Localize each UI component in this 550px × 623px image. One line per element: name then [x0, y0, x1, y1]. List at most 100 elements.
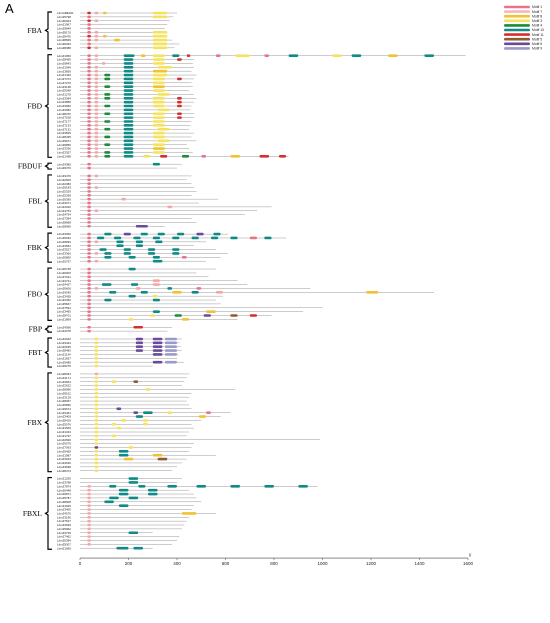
motif-block	[152, 104, 165, 108]
motif-block	[87, 527, 91, 531]
motif-block	[87, 155, 91, 158]
gene-id-label: LdmZ2622	[57, 384, 71, 388]
motif-block	[87, 512, 91, 515]
gene-id-label: LdmZ7591	[57, 306, 71, 310]
motif-block	[138, 485, 146, 488]
group-name: FBA	[27, 26, 42, 35]
gene-id-label: LdmZ1569	[57, 426, 71, 430]
motif-block	[87, 279, 91, 282]
gene-row: LdmZ7527	[57, 519, 187, 523]
gene-id-label: LdmZ3071	[57, 201, 71, 205]
gene-id-label: LdmZ6890	[57, 403, 71, 407]
motif-block	[87, 27, 91, 30]
motif-block	[249, 314, 258, 317]
motif-block	[87, 85, 91, 88]
motif-block	[152, 124, 165, 127]
motif-block	[157, 232, 165, 236]
gene-id-label: LdmZ1945	[57, 504, 71, 508]
gene-id-label: LdmZ7133	[57, 123, 71, 127]
motif-block	[113, 38, 121, 42]
motif-block	[177, 96, 182, 100]
motif-block	[87, 162, 91, 166]
motif-block	[288, 54, 299, 57]
gene-id-label: LdmZ1797	[57, 434, 71, 438]
gene-id-label: LdmZ4042	[57, 337, 71, 341]
motif-block	[87, 100, 91, 104]
gene-id-label: LdmZ7374	[57, 77, 71, 81]
motif-block	[140, 290, 148, 294]
motif-block	[94, 139, 99, 143]
motif-block	[152, 279, 161, 282]
gene-row: LdmZ7177	[57, 120, 192, 124]
gene-row: LdmZ4626	[57, 461, 182, 465]
panel-label: A	[5, 1, 14, 16]
motif-block	[123, 66, 134, 69]
motif-block	[164, 360, 177, 364]
motif-block	[123, 81, 134, 85]
gene-row: LdmZ4171	[57, 376, 187, 380]
gene-id-label: LdmZ3409	[57, 415, 71, 419]
motif-block	[87, 515, 91, 519]
motif-block	[87, 329, 91, 333]
gene-row: LdmZ5076	[57, 422, 192, 426]
motif-block	[203, 314, 211, 317]
motif-block	[94, 364, 99, 368]
motif-block	[157, 139, 170, 143]
motif-block	[87, 54, 91, 57]
motif-block	[87, 287, 91, 290]
gene-row: LdmZ3323	[57, 457, 187, 461]
motif-block	[94, 77, 99, 81]
motif-block	[87, 535, 91, 538]
motif-block	[94, 384, 99, 387]
group-name: FBXL	[23, 509, 43, 518]
gene-id-label: LdmZ3527	[57, 248, 71, 252]
gene-id-label: LdmZ6850	[57, 255, 71, 259]
gene-row: LdmZ6183	[57, 186, 194, 190]
legend-item: Motif 11	[504, 33, 544, 37]
motif-block	[264, 54, 270, 57]
x-tick-label: 200	[125, 561, 133, 566]
gene-id-label: LdmZ9674	[57, 407, 71, 411]
gene-id-label: LdmZ4096	[57, 325, 71, 329]
motif-block	[152, 77, 165, 81]
gene-row: LdmZ4385	[57, 162, 182, 166]
gene-id-label: LdmZ1949	[57, 65, 71, 69]
motif-block	[94, 34, 99, 38]
motif-block	[157, 93, 170, 96]
gene-row: LdmZ8388	[57, 46, 175, 50]
motif-block	[152, 283, 161, 286]
gene-row: LdmZ1949	[57, 65, 194, 69]
gene-row: LdmZ6276	[57, 364, 153, 368]
motif-block	[123, 96, 134, 100]
gene-row: LdmZ1987	[57, 453, 216, 457]
motif-block	[152, 38, 168, 42]
motif-block	[94, 120, 99, 123]
motif-block	[210, 236, 219, 240]
motif-block	[94, 108, 99, 112]
motif-block	[123, 120, 134, 123]
motif-block	[104, 252, 112, 255]
motif-block	[152, 85, 165, 88]
motif-block	[87, 492, 91, 496]
legend-item: Motif 4	[504, 24, 542, 28]
motif-block	[135, 415, 144, 418]
motif-block	[104, 256, 112, 259]
motif-block	[94, 155, 99, 158]
motif-block	[94, 69, 99, 73]
gene-row: LdmZ1449	[57, 73, 197, 77]
motif-block	[87, 34, 91, 38]
motif-block	[147, 252, 156, 255]
gene-id-label: LdmZ7018	[57, 116, 71, 120]
motif-block	[87, 302, 91, 306]
motif-block	[104, 73, 111, 77]
gene-id-label: LdmZ5787	[57, 496, 71, 500]
motif-block	[94, 85, 99, 88]
gene-row: LdmZ3350	[57, 232, 228, 236]
motif-block	[152, 112, 165, 116]
gene-row: LdmZ2635	[57, 345, 181, 349]
motif-block	[104, 143, 111, 147]
x-axis: 0 200 400 600 800 1000 1200 1400 1600 y	[79, 552, 474, 566]
gene-id-label: LdmZ1869	[57, 317, 71, 321]
motif-block	[172, 54, 180, 57]
motif-block	[111, 422, 117, 426]
